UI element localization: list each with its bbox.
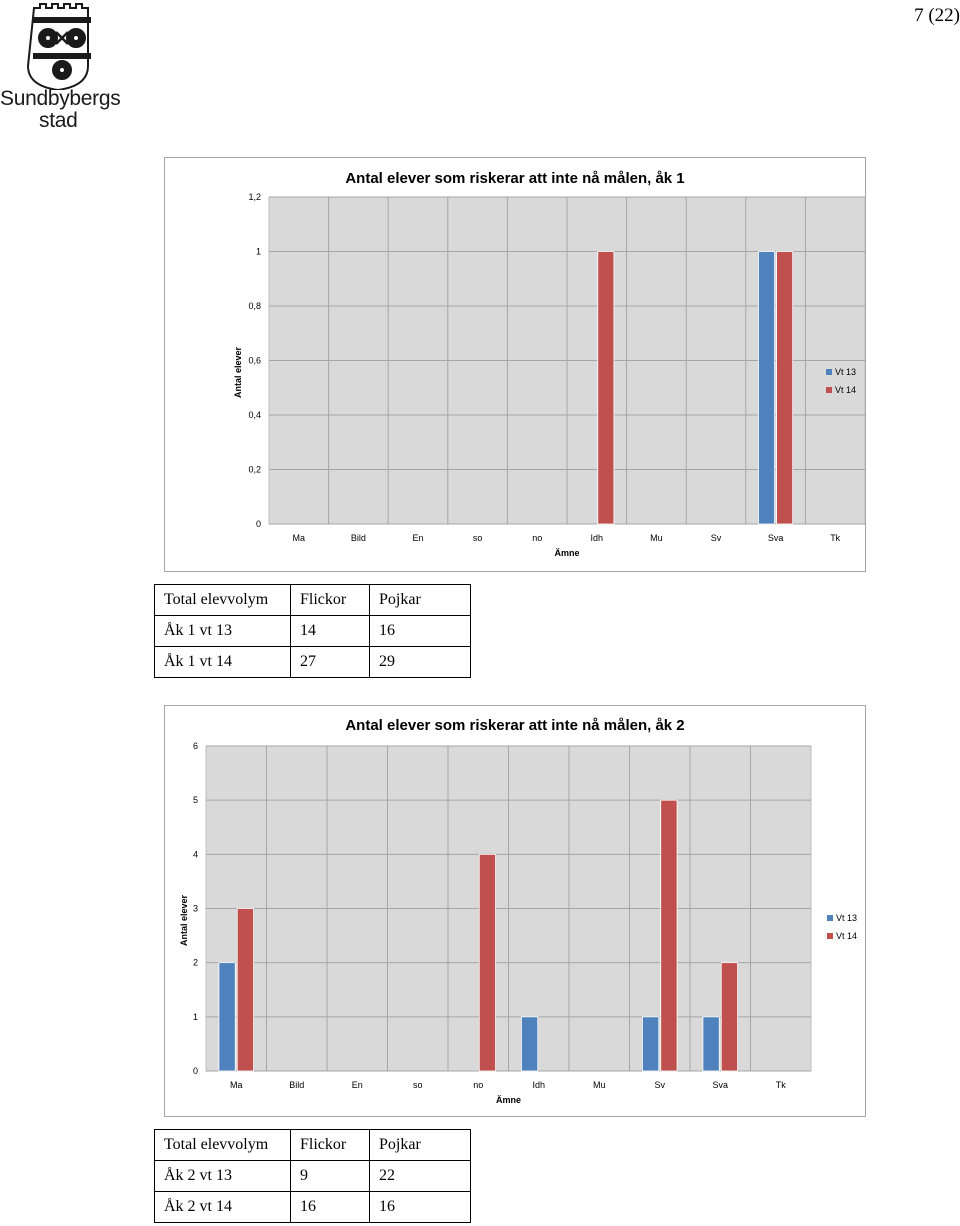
table-cell: Åk 1 vt 13 [154,615,291,647]
x-tick-label: Idh [591,533,604,543]
x-tick-label: Mu [593,1080,606,1090]
y-tick-label: 0 [256,519,261,529]
y-tick-label: 6 [193,741,198,751]
chart-grade-2-svg: Antal elever som riskerar att inte nå må… [179,717,857,1105]
legend-label: Vt 14 [835,385,856,395]
table-cell: 14 [290,615,370,647]
x-tick-label: Ma [293,533,306,543]
bar-vt-13 [758,251,775,525]
table-cell: 16 [290,1191,370,1223]
x-tick-label: Tk [830,533,840,543]
legend-swatch [826,369,832,375]
table-header-cell: Total elevvolym [154,1129,291,1161]
student-volume-table-grade-1: Total elevvolym Flickor Pojkar Åk 1 vt 1… [154,584,471,678]
y-tick-label: 1 [256,247,261,257]
chart-title: Antal elever som riskerar att inte nå må… [345,717,684,734]
table-row: Åk 1 vt 13 14 16 [154,615,471,647]
x-tick-label: Sv [711,533,722,543]
table-cell: 29 [369,646,471,678]
x-tick-label: no [532,533,542,543]
x-tick-label: En [352,1080,363,1090]
y-tick-label: 0,6 [248,356,261,366]
x-tick-label: Sv [654,1080,665,1090]
legend-swatch [826,387,832,393]
x-tick-label: En [412,533,423,543]
y-tick-label: 1 [193,1012,198,1022]
y-tick-label: 5 [193,795,198,805]
bar-vt-13 [521,1016,539,1072]
table-row: Åk 2 vt 14 16 16 [154,1191,471,1223]
y-axis-title: Antal elever [179,894,189,946]
y-tick-label: 1,2 [248,192,261,202]
table-row: Åk 2 vt 13 9 22 [154,1160,471,1192]
y-tick-label: 4 [193,849,198,859]
x-tick-label: Mu [650,533,663,543]
table-cell: 16 [369,1191,471,1223]
bar-vt-14 [478,853,496,1072]
x-tick-label: so [413,1080,423,1090]
table-header-row: Total elevvolym Flickor Pojkar [154,1129,471,1161]
y-tick-label: 2 [193,958,198,968]
legend-swatch [827,933,833,939]
x-tick-label: Sva [768,533,784,543]
x-tick-label: Bild [289,1080,304,1090]
chart-grade-2: Antal elever som riskerar att inte nå må… [164,705,866,1117]
table-header-cell: Total elevvolym [154,584,291,616]
page-number: 7 (22) [914,5,960,26]
table-cell: 22 [369,1160,471,1192]
bar-vt-13 [642,1016,660,1072]
x-tick-label: Tk [776,1080,786,1090]
table-cell: Åk 2 vt 14 [154,1191,291,1223]
x-tick-label: Sva [712,1080,728,1090]
table-cell: Åk 1 vt 14 [154,646,291,678]
bar-vt-14 [597,251,615,525]
municipality-logo: Sundbybergs stad [0,0,125,135]
table-header-cell: Flickor [290,584,370,616]
table-row: Åk 1 vt 14 27 29 [154,646,471,678]
bar-vt-14 [236,908,254,1072]
legend-label: Vt 13 [836,913,857,923]
x-tick-label: Ma [230,1080,243,1090]
logo-text-line1: Sundbybergs [0,87,121,110]
logo-text-line2: stad [39,109,78,132]
bar-vt-14 [776,251,794,525]
table-cell: 16 [369,615,471,647]
chart-grade-1: Antal elever som riskerar att inte nå må… [164,157,866,572]
x-axis-title: Ämne [554,548,579,558]
coat-of-arms-icon [26,3,91,92]
legend-label: Vt 14 [836,931,857,941]
bar-vt-13 [702,1016,720,1072]
table-header-cell: Flickor [290,1129,370,1161]
chart-title: Antal elever som riskerar att inte nå må… [345,170,684,187]
x-tick-label: Idh [532,1080,545,1090]
x-axis-title: Ämne [496,1095,521,1105]
y-tick-label: 3 [193,904,198,914]
table-header-row: Total elevvolym Flickor Pojkar [154,584,471,616]
legend-label: Vt 13 [835,367,856,377]
y-tick-label: 0,2 [248,465,261,475]
legend-swatch [827,915,833,921]
y-tick-label: 0,4 [248,410,261,420]
table-header-cell: Pojkar [369,584,471,616]
bar-vt-14 [660,799,678,1072]
municipality-name: Sundbybergs stad [0,88,125,132]
student-volume-table-grade-2: Total elevvolym Flickor Pojkar Åk 2 vt 1… [154,1129,471,1223]
table-cell: 9 [290,1160,370,1192]
table-header-cell: Pojkar [369,1129,471,1161]
chart-grade-1-svg: Antal elever som riskerar att inte nå må… [233,170,865,558]
x-tick-label: so [473,533,483,543]
y-tick-label: 0,8 [248,301,261,311]
y-axis-title: Antal elever [233,346,243,398]
x-tick-label: Bild [351,533,366,543]
x-tick-label: no [473,1080,483,1090]
table-cell: Åk 2 vt 13 [154,1160,291,1192]
bar-vt-14 [720,962,738,1072]
table-cell: 27 [290,646,370,678]
y-tick-label: 0 [193,1066,198,1076]
bar-vt-13 [218,962,236,1072]
